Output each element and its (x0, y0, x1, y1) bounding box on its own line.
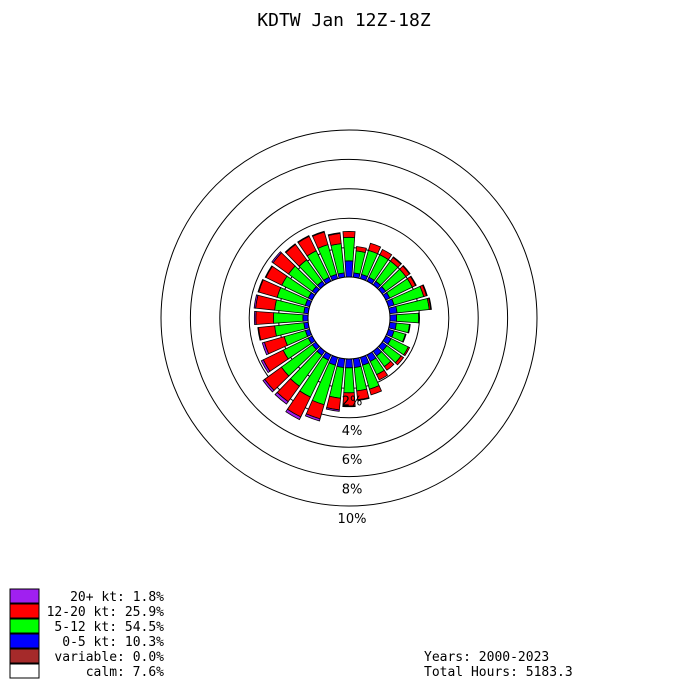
wind-bar-segment (297, 235, 310, 244)
wind-bar-segment (261, 341, 270, 356)
wind-bar-segment (376, 369, 389, 381)
wind-bar-segment (255, 311, 275, 325)
wind-bar-segment (407, 323, 411, 334)
legend-label: 12-20 kt: 25.9% (47, 605, 165, 620)
ring-label: 6% (342, 453, 363, 468)
wind-bar-segment (389, 314, 398, 322)
wind-bar-segment (304, 413, 321, 422)
wind-bar-segment (355, 246, 367, 254)
wind-bar-segment (336, 357, 346, 368)
legend-swatch (9, 648, 40, 664)
legend-swatch (9, 663, 40, 679)
wind-bar-segment (357, 397, 370, 401)
ring-label: 8% (342, 483, 363, 498)
ring-label: 2% (342, 394, 363, 409)
wind-bar-segment (273, 312, 304, 324)
range-ring (160, 129, 538, 507)
wind-bar-segment (396, 312, 420, 324)
wind-bar-segment (284, 243, 297, 254)
wind-bar-segment (342, 231, 356, 238)
wind-bar-segment (258, 325, 277, 341)
wind-bar-segment (403, 346, 411, 357)
wind-bar-segment (302, 314, 309, 322)
wind-bar-segment (253, 310, 257, 326)
ring-label: 10% (338, 512, 367, 527)
wind-bar-segment (394, 355, 405, 366)
wind-bar-segment (402, 264, 411, 275)
wind-bar-segment (311, 230, 325, 237)
chart-title: KDTW Jan 12Z-18Z (257, 10, 431, 31)
wind-bar-segment (262, 378, 275, 393)
wind-bar-segment (345, 358, 353, 369)
legend-label: variable: 0.0% (54, 650, 164, 665)
wind-bar-segment (344, 260, 354, 278)
wind-bar-segment (428, 297, 432, 310)
wind-bar-segment (271, 251, 283, 264)
calm-circle (307, 276, 391, 360)
legend-swatch (9, 633, 40, 649)
ring-labels: 2% 4% 6% 8% 10% (338, 394, 367, 527)
wind-bar-segment (383, 360, 395, 371)
legend-label: 20+ kt: 1.8% (70, 590, 164, 605)
ring-label: 4% (342, 424, 363, 439)
legend-swatch (9, 603, 40, 619)
years-text: Years: 2000-2023 (424, 650, 549, 665)
range-ring (248, 217, 450, 419)
wind-bar-segment (342, 405, 356, 408)
wind-bar-segment (392, 256, 403, 265)
legend: 20+ kt: 1.8%12-20 kt: 25.9%5-12 kt: 54.5… (9, 588, 165, 680)
wind-bar-segment (418, 312, 420, 324)
legend-label: 5-12 kt: 54.5% (54, 620, 164, 635)
wind-bar-segment (264, 265, 273, 279)
wind-bar-segment (260, 359, 271, 374)
wind-bar-segment (409, 275, 417, 287)
wind-bar-segment (327, 232, 341, 236)
wind-bar-segment (325, 407, 340, 412)
wind-bar-segment (285, 408, 302, 421)
wind-bar-segment (352, 357, 362, 368)
legend-swatch (9, 588, 40, 604)
wind-bar-segment (402, 333, 407, 343)
legend-swatch (9, 618, 40, 634)
range-ring (219, 188, 479, 448)
wind-bar-segment (368, 385, 383, 396)
wind-bar-segment (342, 236, 356, 262)
wind-bar-segment (422, 284, 428, 297)
legend-label: 0-5 kt: 10.3% (62, 635, 164, 650)
wind-bar-segment (379, 248, 393, 261)
range-ring (189, 158, 509, 478)
wind-bar-segment (255, 294, 277, 311)
wind-bar-segment (274, 391, 289, 405)
total-hours-text: Total Hours: 5183.3 (424, 665, 573, 680)
legend-label: calm: 7.6% (86, 665, 164, 680)
wind-bar-segment (257, 327, 262, 341)
wind-bar-segment (257, 278, 264, 293)
wind-bar-segment (343, 367, 355, 394)
wind-bar-segment (253, 294, 259, 309)
wind-bar-segment (394, 322, 410, 334)
wind-bar-segment (367, 242, 382, 255)
